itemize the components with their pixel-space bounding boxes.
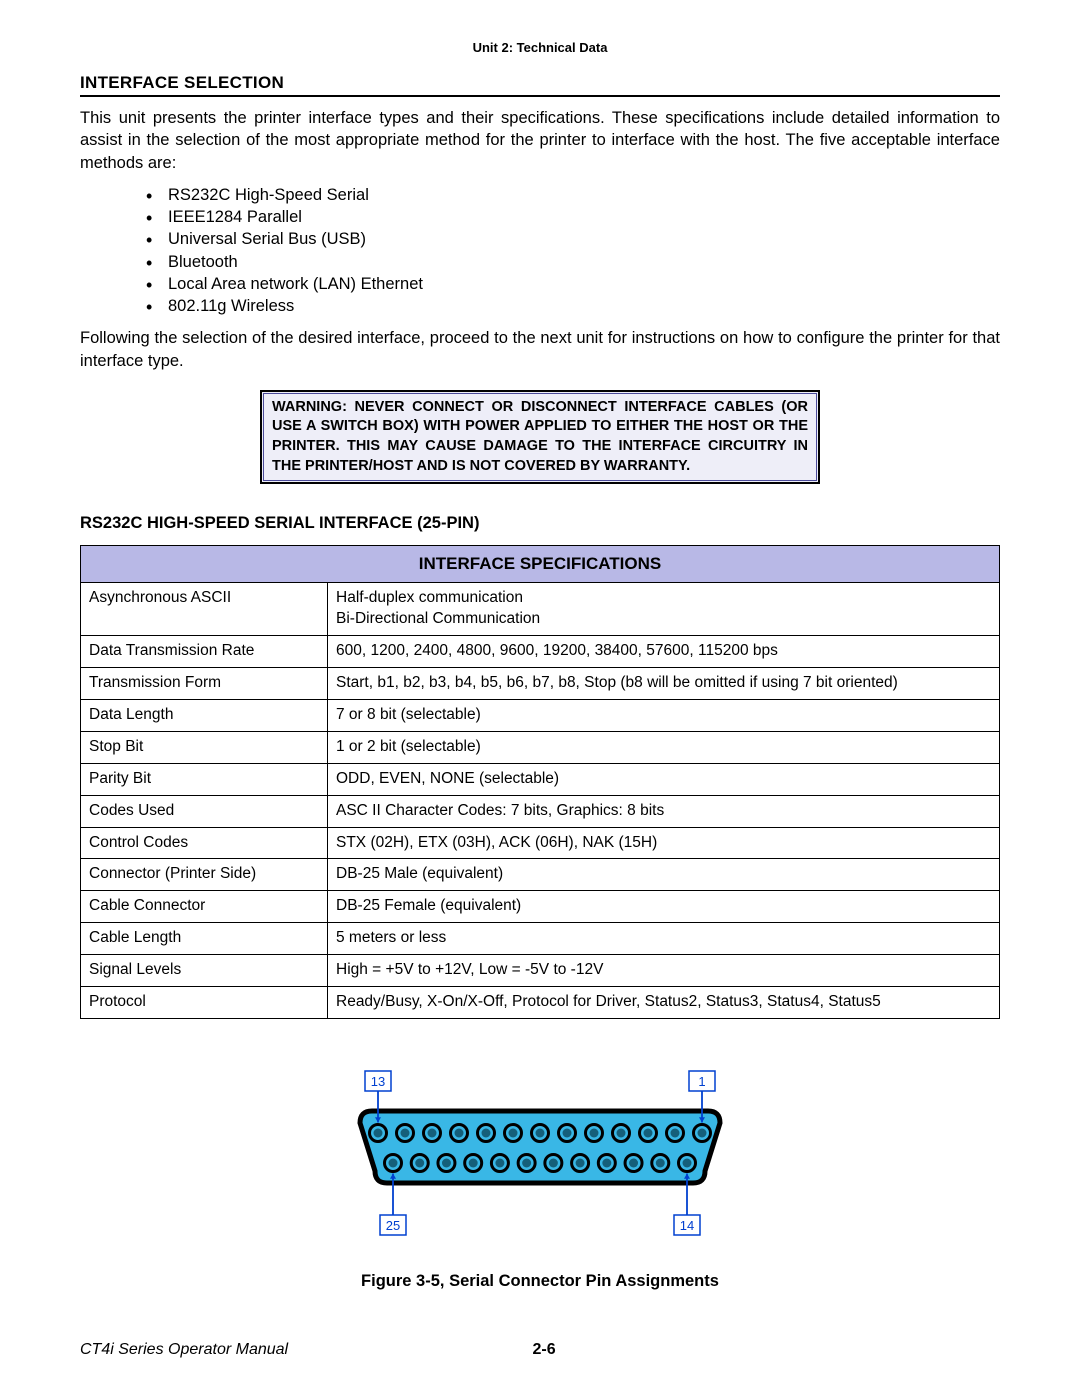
spec-label: Data Transmission Rate: [81, 636, 328, 668]
spec-value: 600, 1200, 2400, 4800, 9600, 19200, 3840…: [328, 636, 1000, 668]
footer-manual-name: CT4i Series Operator Manual: [80, 1341, 288, 1359]
svg-text:1: 1: [698, 1074, 705, 1089]
list-item: RS232C High-Speed Serial: [140, 184, 1000, 206]
table-row: Transmission FormStart, b1, b2, b3, b4, …: [81, 667, 1000, 699]
warning-box: WARNING: NEVER CONNECT OR DISCONNECT INT…: [260, 390, 820, 484]
table-row: Connector (Printer Side)DB-25 Male (equi…: [81, 859, 1000, 891]
table-row: Parity BitODD, EVEN, NONE (selectable): [81, 763, 1000, 795]
spec-label: Signal Levels: [81, 955, 328, 987]
table-row: Data Length7 or 8 bit (selectable): [81, 699, 1000, 731]
table-row: Signal LevelsHigh = +5V to +12V, Low = -…: [81, 955, 1000, 987]
svg-text:25: 25: [386, 1218, 400, 1233]
spec-label: Control Codes: [81, 827, 328, 859]
table-row: Data Transmission Rate600, 1200, 2400, 4…: [81, 636, 1000, 668]
table-row: Stop Bit1 or 2 bit (selectable): [81, 731, 1000, 763]
spec-label: Stop Bit: [81, 731, 328, 763]
unit-header: Unit 2: Technical Data: [80, 40, 1000, 55]
table-row: Asynchronous ASCIIHalf-duplex communicat…: [81, 583, 1000, 636]
section-title-rs232c: RS232C HIGH-SPEED SERIAL INTERFACE (25-P…: [80, 514, 1000, 533]
spec-value: 7 or 8 bit (selectable): [328, 699, 1000, 731]
spec-value: ASC II Character Codes: 7 bits, Graphics…: [328, 795, 1000, 827]
spec-label: Parity Bit: [81, 763, 328, 795]
svg-text:13: 13: [371, 1074, 385, 1089]
spec-label: Codes Used: [81, 795, 328, 827]
intro-paragraph: This unit presents the printer interface…: [80, 107, 1000, 174]
page: Unit 2: Technical Data INTERFACE SELECTI…: [0, 0, 1080, 1389]
interface-method-list: RS232C High-Speed Serial IEEE1284 Parall…: [140, 184, 1000, 318]
spec-label: Cable Connector: [81, 891, 328, 923]
outro-paragraph: Following the selection of the desired i…: [80, 327, 1000, 372]
page-footer: CT4i Series Operator Manual 2-6: [80, 1341, 1000, 1359]
spec-label: Protocol: [81, 987, 328, 1019]
spec-label: Cable Length: [81, 923, 328, 955]
spec-label: Asynchronous ASCII: [81, 583, 328, 636]
db25-connector-diagram: 13 1 25 14: [335, 1069, 745, 1239]
list-item: Bluetooth: [140, 251, 1000, 273]
spec-value: STX (02H), ETX (03H), ACK (06H), NAK (15…: [328, 827, 1000, 859]
spec-value: 5 meters or less: [328, 923, 1000, 955]
table-row: Cable Length5 meters or less: [81, 923, 1000, 955]
spec-value: DB-25 Male (equivalent): [328, 859, 1000, 891]
table-row: Codes UsedASC II Character Codes: 7 bits…: [81, 795, 1000, 827]
table-header: INTERFACE SPECIFICATIONS: [81, 546, 1000, 583]
interface-spec-table: INTERFACE SPECIFICATIONS Asynchronous AS…: [80, 545, 1000, 1019]
list-item: 802.11g Wireless: [140, 295, 1000, 317]
spec-label: Data Length: [81, 699, 328, 731]
table-row: Control CodesSTX (02H), ETX (03H), ACK (…: [81, 827, 1000, 859]
list-item: Local Area network (LAN) Ethernet: [140, 273, 1000, 295]
connector-figure: 13 1 25 14 Figure 3-5, Serial Connector Pin…: [80, 1069, 1000, 1291]
spec-value: Start, b1, b2, b3, b4, b5, b6, b7, b8, S…: [328, 667, 1000, 699]
list-item: Universal Serial Bus (USB): [140, 228, 1000, 250]
spec-value: DB-25 Female (equivalent): [328, 891, 1000, 923]
figure-caption: Figure 3-5, Serial Connector Pin Assignm…: [80, 1272, 1000, 1291]
table-row: ProtocolReady/Busy, X-On/X-Off, Protocol…: [81, 987, 1000, 1019]
spec-value: High = +5V to +12V, Low = -5V to -12V: [328, 955, 1000, 987]
section-title-interface-selection: INTERFACE SELECTION: [80, 73, 1000, 97]
spec-value: Half-duplex communicationBi-Directional …: [328, 583, 1000, 636]
footer-page-number: 2-6: [532, 1341, 555, 1359]
spec-value: ODD, EVEN, NONE (selectable): [328, 763, 1000, 795]
spec-value: Ready/Busy, X-On/X-Off, Protocol for Dri…: [328, 987, 1000, 1019]
spec-label: Connector (Printer Side): [81, 859, 328, 891]
table-row: Cable ConnectorDB-25 Female (equivalent): [81, 891, 1000, 923]
spec-label: Transmission Form: [81, 667, 328, 699]
list-item: IEEE1284 Parallel: [140, 206, 1000, 228]
spec-value: 1 or 2 bit (selectable): [328, 731, 1000, 763]
svg-text:14: 14: [680, 1218, 694, 1233]
